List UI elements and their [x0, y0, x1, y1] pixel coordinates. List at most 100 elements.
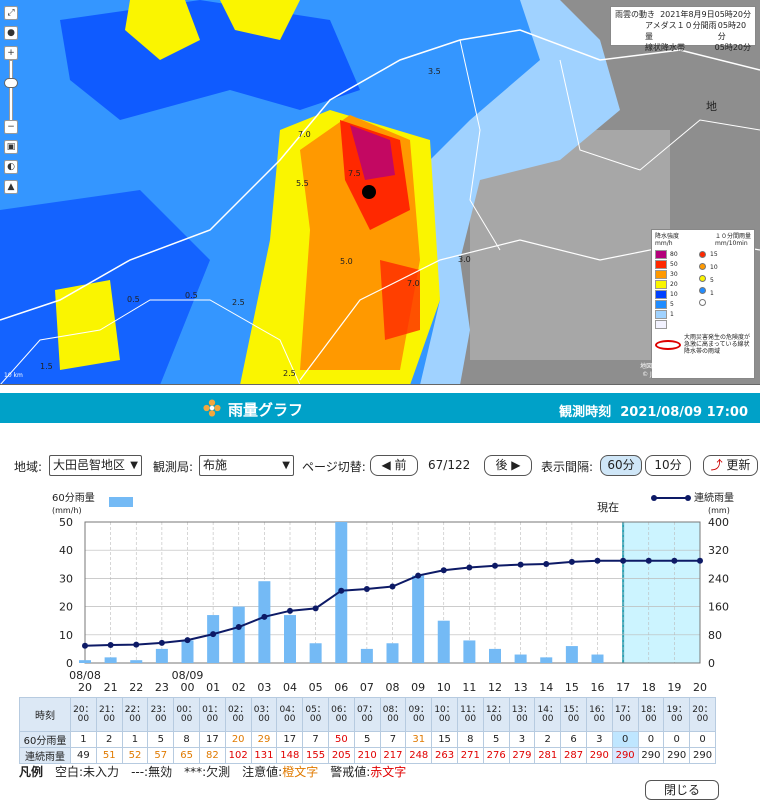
x-tick-label: 18: [642, 681, 656, 693]
time-cell: 20：00: [689, 697, 716, 732]
x-tick-label: 09: [411, 681, 425, 693]
hourly-cell: 31: [405, 731, 433, 748]
rain-bar: [412, 575, 425, 663]
zoom-out-button[interactable]: −: [4, 120, 18, 134]
map-credit-tiles[interactable]: 地図出典：地理院タイル（加工して利用）: [640, 363, 754, 370]
legend-swatch: [655, 310, 667, 319]
table-row-cumulative: 連続雨量 49 51 52 57 65 82 102 131 148 155 205 210 217 248…: [19, 747, 716, 764]
cumulative-point: [338, 587, 345, 594]
legend-swatch-label: 20: [670, 281, 678, 288]
close-button[interactable]: 閉じる: [645, 780, 719, 800]
cumulative-cell: 290: [663, 747, 691, 764]
location-icon[interactable]: ●: [4, 26, 18, 40]
svg-text:7.5: 7.5: [348, 169, 361, 178]
cumulative-cell: 290: [637, 747, 665, 764]
x-tick-label: 00: [181, 681, 195, 693]
rain-bar: [360, 648, 373, 663]
rain-bar: [591, 654, 604, 663]
cumulative-cell: 51: [95, 747, 123, 764]
region-select[interactable]: 大田邑智地区 ▼: [49, 455, 142, 476]
cumulative-point: [492, 562, 498, 569]
zoom-in-button[interactable]: +: [4, 46, 18, 60]
line-legend-point: [685, 495, 691, 501]
svg-text:2.5: 2.5: [232, 298, 245, 307]
svg-text:0.5: 0.5: [127, 295, 140, 304]
cumulative-cell: 271: [456, 747, 484, 764]
cumulative-cell: 210: [353, 747, 381, 764]
time-cell: 18：00: [637, 697, 665, 732]
map-layer-icon[interactable]: ▣: [4, 140, 18, 154]
x-tick-label: 12: [488, 681, 502, 693]
interval-60-button[interactable]: 60分: [600, 455, 642, 476]
hourly-cell: 2: [534, 731, 562, 748]
next-page-button[interactable]: 後 ▶: [484, 455, 532, 476]
time-header: 時刻: [19, 697, 71, 732]
legend-blank: 空白:未入力: [55, 765, 120, 779]
terrain-layer-icon[interactable]: ▲: [4, 180, 18, 194]
legend-amedas-title: １０分間雨量: [714, 233, 751, 240]
legend-swatch-label: [670, 320, 689, 330]
x-tick-label: 07: [360, 681, 374, 693]
legend-dot-label: 10: [710, 264, 718, 271]
hourly-header: 60分雨量: [19, 731, 71, 748]
map-canvas: 0.5 5.5 7.0 7.5 5.0 7.0 2.5 3.5 0.5 1.5 …: [0, 0, 760, 384]
svg-text:2.5: 2.5: [283, 369, 296, 378]
legend-swatch: [655, 320, 667, 329]
legend-swatch: [655, 300, 667, 309]
info-line-label: 線状降水帯: [645, 43, 685, 52]
rain-radar-map[interactable]: 0.5 5.5 7.0 7.5 5.0 7.0 2.5 3.5 0.5 1.5 …: [0, 0, 760, 385]
observation-time: 観測時刻 2021/08/09 17:00: [559, 405, 748, 420]
time-cell: 03：00: [250, 697, 278, 732]
graph-controls: 地域: 大田邑智地区 ▼ 観測局: 布施 ▼ ページ切替: ◀ 前 67/122 後…: [0, 455, 760, 477]
interval-10-button[interactable]: 10分: [645, 455, 691, 476]
hourly-cell: 8: [456, 731, 484, 748]
rain-bar: [463, 640, 476, 663]
hourly-cell: 15: [431, 731, 458, 748]
legend-swatch-label: 10: [670, 291, 678, 298]
x-tick-label: 20: [78, 681, 92, 693]
x-tick-label: 01: [206, 681, 220, 693]
hourly-cell: 0: [663, 731, 691, 748]
cumulative-point: [466, 564, 473, 571]
prev-page-button[interactable]: ◀ 前: [370, 455, 418, 476]
hourly-cell: 6: [560, 731, 587, 748]
fullscreen-button[interactable]: ⤢: [4, 6, 18, 20]
cumulative-cell: 131: [250, 747, 278, 764]
x-tick-label: 19: [667, 681, 681, 693]
x-tick-label: 21: [104, 681, 118, 693]
station-select[interactable]: 布施 ▼: [199, 455, 294, 476]
svg-text:7.0: 7.0: [298, 130, 311, 139]
cumulative-cell: 287: [560, 747, 587, 764]
x-tick-label: 10: [437, 681, 451, 693]
cumulative-cell: 155: [302, 747, 329, 764]
time-cell: 05：00: [302, 697, 329, 732]
right-tick-label: 320: [708, 544, 729, 557]
legend-swatch: [655, 250, 667, 259]
hourly-cell: 7: [302, 731, 329, 748]
time-cell: 15：00: [560, 697, 587, 732]
cumulative-point: [440, 567, 447, 574]
zoom-slider-knob[interactable]: [4, 78, 18, 88]
rain-layer-icon[interactable]: ◐: [4, 160, 18, 174]
legend-dot: [699, 287, 706, 294]
rain-bar: [489, 648, 501, 663]
right-tick-label: 160: [708, 601, 729, 614]
x-tick-label: 16: [591, 681, 605, 693]
hourly-cell: 50: [327, 731, 355, 748]
rain-chart: 0 10 20 30 40 50 0 80 160 240 320 400 20 21 22 23 00 01 02…: [0, 488, 760, 693]
left-tick-label: 30: [59, 572, 73, 585]
left-axis-unit: (mm/h): [52, 506, 82, 515]
cumulative-cell: 290: [585, 747, 613, 764]
hourly-cell: 1: [70, 731, 97, 748]
x-tick-label: 13: [514, 681, 528, 693]
cumulative-point: [594, 557, 601, 564]
refresh-button[interactable]: ⤴ 更新: [703, 455, 758, 476]
time-cell: 16：00: [585, 697, 613, 732]
time-cell: 10：00: [431, 697, 458, 732]
svg-text:5.5: 5.5: [296, 179, 309, 188]
info-amedas-time: 05時20分: [717, 21, 747, 41]
cumulative-point: [210, 631, 217, 638]
cumulative-cell: 217: [379, 747, 407, 764]
cumulative-point: [671, 557, 678, 564]
cumulative-point: [363, 585, 370, 592]
